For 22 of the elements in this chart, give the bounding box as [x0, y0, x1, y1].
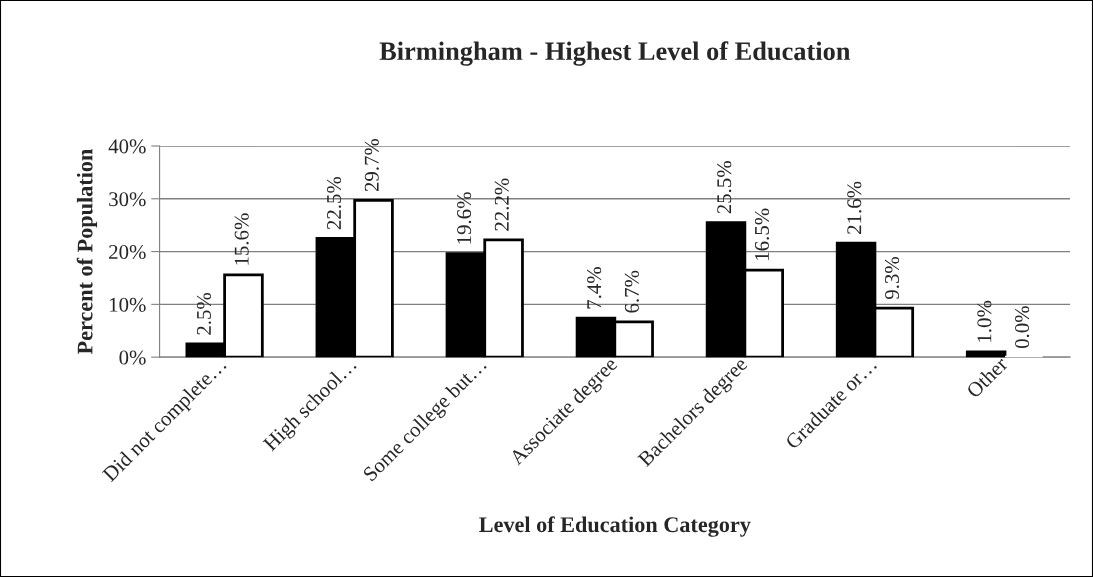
y-tick-label: 20%	[109, 244, 146, 260]
data-label: 16.5%	[754, 208, 770, 260]
data-label: 1.0%	[977, 300, 992, 342]
data-label: 25.5%	[717, 161, 732, 214]
data-label: 7.4%	[587, 267, 602, 309]
y-tick-label: 30%	[109, 192, 146, 207]
data-label: 2.5%	[196, 292, 212, 335]
data-label: 22.5%	[326, 176, 342, 230]
data-label: 29.7%	[364, 138, 379, 192]
data-label: 19.6%	[457, 192, 472, 244]
data-label: 6.7%	[624, 270, 639, 313]
data-label: 0.0%	[1015, 306, 1030, 349]
y-tick-label: 10%	[110, 297, 146, 312]
y-tick-label: 40%	[108, 139, 146, 154]
data-label: 9.3%	[884, 257, 900, 300]
chart-title: Birmingham - Highest Level of Education	[379, 41, 851, 66]
y-axis-title: Percent of Population	[76, 149, 98, 355]
data-label: 21.6%	[847, 181, 862, 234]
y-tick-label: 0%	[119, 350, 146, 365]
data-label: 22.2%	[494, 178, 509, 231]
x-axis-title: Level of Education Category	[479, 516, 751, 537]
data-label: 15.6%	[234, 213, 249, 265]
